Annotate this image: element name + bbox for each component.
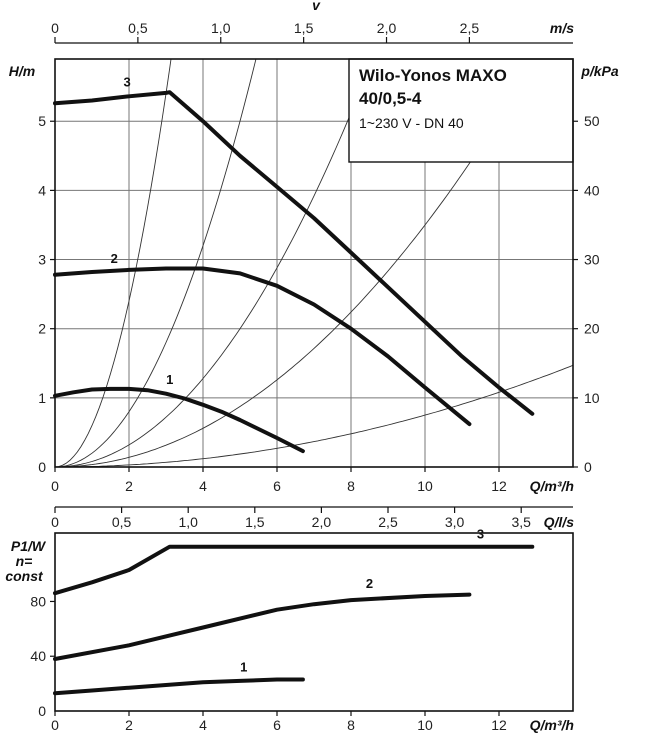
pump-curve-1	[53, 386, 305, 454]
velocity-tick-label: 1,0	[211, 20, 231, 36]
pressure-tick-label: 10	[584, 390, 600, 406]
litre-axis-unit: Q/l/s	[544, 514, 575, 530]
head-tick-label: 0	[38, 459, 46, 475]
chart-subtitle: 1~230 V - DN 40	[359, 115, 464, 131]
velocity-tick-label: 0,5	[128, 20, 148, 36]
power-flow-tick-label: 8	[347, 717, 355, 733]
pressure-tick-label: 30	[584, 252, 600, 268]
power-axis-note-n: n=	[16, 553, 33, 569]
head-tick-label: 4	[38, 182, 46, 198]
power-flow-tick-label: 4	[199, 717, 207, 733]
flow-tick-label: 2	[125, 478, 133, 494]
power-curve-label-3: 3	[477, 526, 484, 541]
plot-frame-top	[54, 58, 574, 468]
system-curve	[55, 59, 172, 467]
velocity-tick-label: 0	[51, 20, 59, 36]
litre-tick-label: 0,5	[112, 514, 132, 530]
head-axis-label: H/m	[9, 63, 35, 79]
pressure-tick-label: 20	[584, 321, 600, 337]
velocity-tick-label: 2,5	[460, 20, 480, 36]
power-curve-1	[53, 677, 305, 696]
plot-frame-bottom	[54, 532, 574, 712]
litre-tick-label: 1,5	[245, 514, 265, 530]
curve-label-3: 3	[124, 75, 131, 90]
velocity-axis-name: v	[312, 0, 321, 13]
flow-tick-label: 6	[273, 478, 281, 494]
system-curve	[55, 59, 374, 467]
litre-tick-label: 0	[51, 514, 59, 530]
velocity-tick-label: 1,5	[294, 20, 314, 36]
flow-tick-label: 8	[347, 478, 355, 494]
power-flow-tick-label: 0	[51, 717, 59, 733]
power-tick-label: 40	[30, 648, 46, 664]
pump-curve-3	[53, 90, 535, 416]
litre-tick-label: 3,0	[445, 514, 465, 530]
flow-tick-label: 10	[417, 478, 433, 494]
litre-tick-label: 2,5	[378, 514, 398, 530]
flow-axis-label: Q/m³/h	[530, 478, 574, 494]
power-axis-label: P1/W	[11, 538, 47, 554]
head-tick-label: 5	[38, 113, 46, 129]
flow-tick-label: 0	[51, 478, 59, 494]
velocity-axis-unit: m/s	[550, 20, 574, 36]
head-tick-label: 1	[38, 390, 46, 406]
chart-title-model: 40/0,5-4	[359, 89, 422, 108]
flow-tick-label: 12	[491, 478, 507, 494]
chart-title: Wilo-Yonos MAXO	[359, 66, 507, 85]
head-tick-label: 3	[38, 252, 46, 268]
system-curve	[55, 364, 573, 467]
curve-label-2: 2	[111, 251, 118, 266]
litre-tick-label: 2,0	[312, 514, 332, 530]
pressure-axis-label: p/kPa	[580, 63, 619, 79]
power-flow-tick-label: 12	[491, 717, 507, 733]
velocity-tick-label: 2,0	[377, 20, 397, 36]
power-curve-label-1: 1	[240, 659, 247, 674]
power-flow-axis-label: Q/m³/h	[530, 717, 574, 733]
power-flow-tick-label: 10	[417, 717, 433, 733]
power-flow-tick-label: 6	[273, 717, 281, 733]
flow-tick-label: 4	[199, 478, 207, 494]
litre-tick-label: 1,0	[178, 514, 198, 530]
power-tick-label: 80	[30, 593, 46, 609]
litre-tick-label: 3,5	[511, 514, 531, 530]
curve-label-1: 1	[166, 372, 173, 387]
pressure-tick-label: 0	[584, 459, 592, 475]
head-tick-label: 2	[38, 321, 46, 337]
power-curve-3	[53, 544, 535, 596]
power-curve-label-2: 2	[366, 576, 373, 591]
title-box	[348, 58, 574, 163]
pressure-tick-label: 50	[584, 113, 600, 129]
power-tick-label: 0	[38, 703, 46, 719]
pressure-tick-label: 40	[584, 182, 600, 198]
power-flow-tick-label: 2	[125, 717, 133, 733]
pump-curve-2	[53, 266, 472, 427]
power-axis-note-const: const	[5, 568, 44, 584]
system-curve	[55, 59, 257, 467]
power-curve-2	[53, 592, 472, 661]
